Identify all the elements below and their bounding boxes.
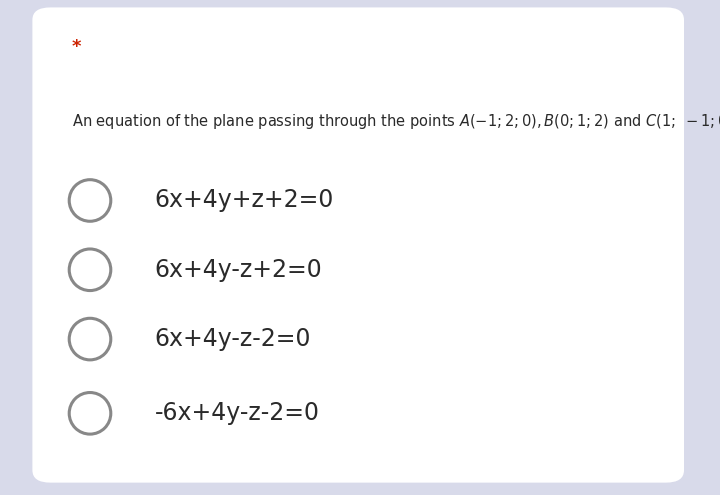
FancyBboxPatch shape (32, 7, 684, 483)
Text: 6x+4y-z-2=0: 6x+4y-z-2=0 (155, 327, 311, 351)
Text: An equation of the plane passing through the points $A(-1;2;0), B(0;1;2)$ and $C: An equation of the plane passing through… (72, 112, 720, 131)
Text: *: * (72, 38, 81, 56)
Text: -6x+4y-z-2=0: -6x+4y-z-2=0 (155, 401, 320, 425)
Text: 6x+4y+z+2=0: 6x+4y+z+2=0 (155, 189, 334, 212)
Text: 6x+4y-z+2=0: 6x+4y-z+2=0 (155, 258, 323, 282)
